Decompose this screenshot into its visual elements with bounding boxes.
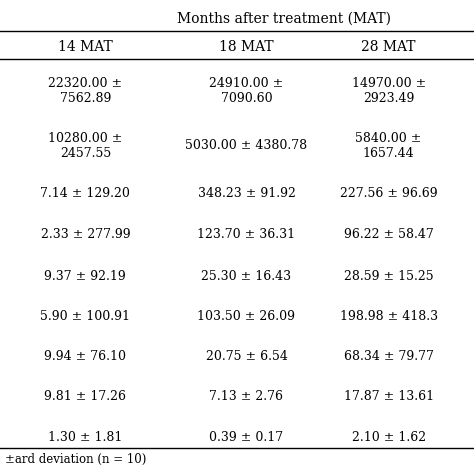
Text: 9.94 ± 76.10: 9.94 ± 76.10	[45, 350, 126, 363]
Text: 2.33 ± 277.99: 2.33 ± 277.99	[40, 228, 130, 241]
Text: ±ard deviation (n = 10): ±ard deviation (n = 10)	[5, 453, 146, 465]
Text: 5.90 ± 100.91: 5.90 ± 100.91	[40, 310, 130, 323]
Text: 28 MAT: 28 MAT	[362, 40, 416, 55]
Text: 5030.00 ± 4380.78: 5030.00 ± 4380.78	[185, 139, 308, 152]
Text: 96.22 ± 58.47: 96.22 ± 58.47	[344, 228, 434, 241]
Text: 0.39 ± 0.17: 0.39 ± 0.17	[210, 431, 283, 444]
Text: 123.70 ± 36.31: 123.70 ± 36.31	[197, 228, 296, 241]
Text: 7.14 ± 129.20: 7.14 ± 129.20	[40, 187, 130, 200]
Text: 14970.00 ±
2923.49: 14970.00 ± 2923.49	[352, 77, 426, 105]
Text: 17.87 ± 13.61: 17.87 ± 13.61	[344, 391, 434, 403]
Text: 227.56 ± 96.69: 227.56 ± 96.69	[340, 187, 438, 200]
Text: 9.37 ± 92.19: 9.37 ± 92.19	[45, 270, 126, 283]
Text: Months after treatment (MAT): Months after treatment (MAT)	[177, 12, 392, 26]
Text: 18 MAT: 18 MAT	[219, 40, 274, 55]
Text: 9.81 ± 17.26: 9.81 ± 17.26	[45, 391, 126, 403]
Text: 5840.00 ±
1657.44: 5840.00 ± 1657.44	[356, 132, 422, 160]
Text: 14 MAT: 14 MAT	[58, 40, 113, 55]
Text: 25.30 ± 16.43: 25.30 ± 16.43	[201, 270, 292, 283]
Text: 20.75 ± 6.54: 20.75 ± 6.54	[206, 350, 287, 363]
Text: 1.30 ± 1.81: 1.30 ± 1.81	[48, 431, 122, 444]
Text: 22320.00 ±
7562.89: 22320.00 ± 7562.89	[48, 77, 122, 105]
Text: 348.23 ± 91.92: 348.23 ± 91.92	[198, 187, 295, 200]
Text: 68.34 ± 79.77: 68.34 ± 79.77	[344, 350, 434, 363]
Text: 24910.00 ±
7090.60: 24910.00 ± 7090.60	[210, 77, 283, 105]
Text: 7.13 ± 2.76: 7.13 ± 2.76	[210, 391, 283, 403]
Text: 10280.00 ±
2457.55: 10280.00 ± 2457.55	[48, 132, 122, 160]
Text: 198.98 ± 418.3: 198.98 ± 418.3	[339, 310, 438, 323]
Text: 28.59 ± 15.25: 28.59 ± 15.25	[344, 270, 434, 283]
Text: 103.50 ± 26.09: 103.50 ± 26.09	[198, 310, 295, 323]
Text: 2.10 ± 1.62: 2.10 ± 1.62	[352, 431, 426, 444]
